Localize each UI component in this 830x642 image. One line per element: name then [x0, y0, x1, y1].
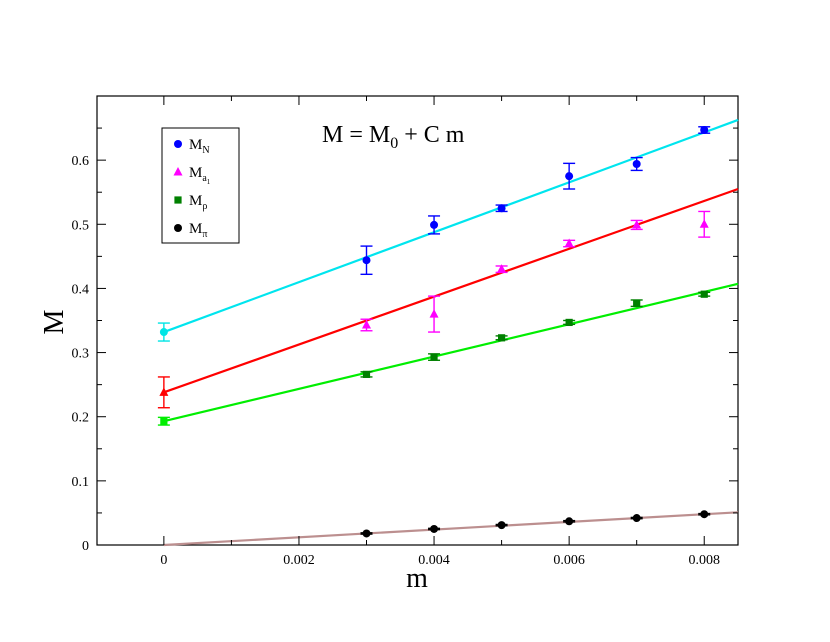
fit-lines — [163, 118, 739, 547]
legend-label-M_a1: Ma1 — [189, 165, 211, 186]
point-M_a1 — [362, 319, 372, 329]
x-tick-label: 0.002 — [283, 553, 315, 568]
legend-label-sub: ρ — [202, 201, 207, 212]
y-axis-label: M — [39, 309, 70, 334]
series-M_rho — [157, 290, 711, 426]
legend-label-main: M — [189, 165, 202, 181]
point-M_rho — [362, 370, 371, 378]
point-M_N — [430, 220, 439, 229]
point-M_a1 — [497, 264, 507, 273]
y-tick-label: 0 — [82, 539, 89, 554]
legend-label-main: M — [189, 221, 202, 237]
series-M_N — [157, 125, 711, 342]
legend-label-subsub: 1 — [207, 178, 211, 186]
x-tick-label: 0.008 — [688, 553, 720, 568]
x-tick-label: 0.004 — [418, 553, 450, 568]
point-M_rho — [497, 334, 506, 342]
legend-box — [161, 127, 240, 244]
point-M_N — [497, 204, 506, 213]
y-tick-label: 0.5 — [72, 218, 90, 233]
legend-label-M_pi: Mπ — [189, 221, 207, 240]
axis-ticks: 0 0.002 0.004 0.006 0.008 0 0.1 0.2 0.3 0.4 0.5 0.6 — [72, 96, 738, 568]
fit-line-M_a1 — [163, 187, 739, 394]
point-M_N — [565, 172, 574, 181]
point-M_a1 — [564, 238, 574, 248]
y-tick-label: 0.1 — [72, 475, 90, 490]
y-tick-label: 0.2 — [72, 411, 90, 426]
legend-label-M_rho: Mρ — [189, 193, 207, 212]
point-M_pi — [362, 529, 371, 538]
legend-marker-M_N — [174, 140, 182, 148]
x-tick-label: 0.006 — [553, 553, 585, 568]
series-M_pi — [360, 510, 711, 538]
formula-annotation: M = M0 + C m — [322, 122, 465, 152]
fit-line-M_rho — [163, 282, 739, 423]
y-tick-label: 0.4 — [72, 282, 90, 297]
formula-subscript: 0 — [390, 135, 398, 152]
point-M_N — [362, 256, 371, 265]
legend-label-M_N: MN — [189, 137, 210, 156]
data-points — [157, 125, 711, 538]
point-M_a1 — [632, 219, 642, 229]
point-M_pi — [497, 521, 506, 530]
formula-head: M = M — [322, 122, 390, 148]
legend-marker-M_pi — [174, 224, 182, 232]
y-tick-label: 0.6 — [72, 154, 90, 169]
formula-tail: + C m — [398, 122, 465, 148]
x-axis-label: m — [406, 563, 428, 594]
legend-label-sub: N — [202, 145, 209, 156]
point-M_a1 — [699, 219, 709, 228]
point-M_rho — [565, 318, 573, 327]
point-extrapolated-M_a1 — [159, 387, 169, 396]
point-extrapolated-M_rho — [160, 417, 168, 425]
point-M_a1 — [429, 309, 439, 318]
series-M_a1 — [157, 210, 711, 409]
point-M_pi — [430, 524, 439, 533]
point-M_rho — [430, 353, 438, 361]
y-tick-label: 0.3 — [72, 347, 90, 362]
legend-label-main: M — [189, 193, 202, 209]
x-tick-label: 0 — [160, 553, 167, 568]
legend-label-main: M — [189, 137, 202, 153]
legend-label-sub: π — [202, 229, 207, 240]
point-M_rho — [633, 299, 641, 307]
point-M_pi — [632, 514, 641, 523]
fit-line-M_N — [163, 118, 739, 334]
point-extrapolated-M_N — [159, 328, 168, 337]
legend-marker-M_rho — [174, 196, 182, 204]
point-M_pi — [700, 510, 709, 519]
fit-line-M_pi — [163, 511, 739, 547]
point-M_rho — [700, 290, 708, 298]
point-M_N — [700, 125, 709, 134]
point-M_pi — [565, 517, 574, 526]
legend-label-sub: a — [202, 173, 207, 184]
legend-marker-M_a1 — [173, 167, 183, 176]
point-M_N — [632, 159, 641, 168]
